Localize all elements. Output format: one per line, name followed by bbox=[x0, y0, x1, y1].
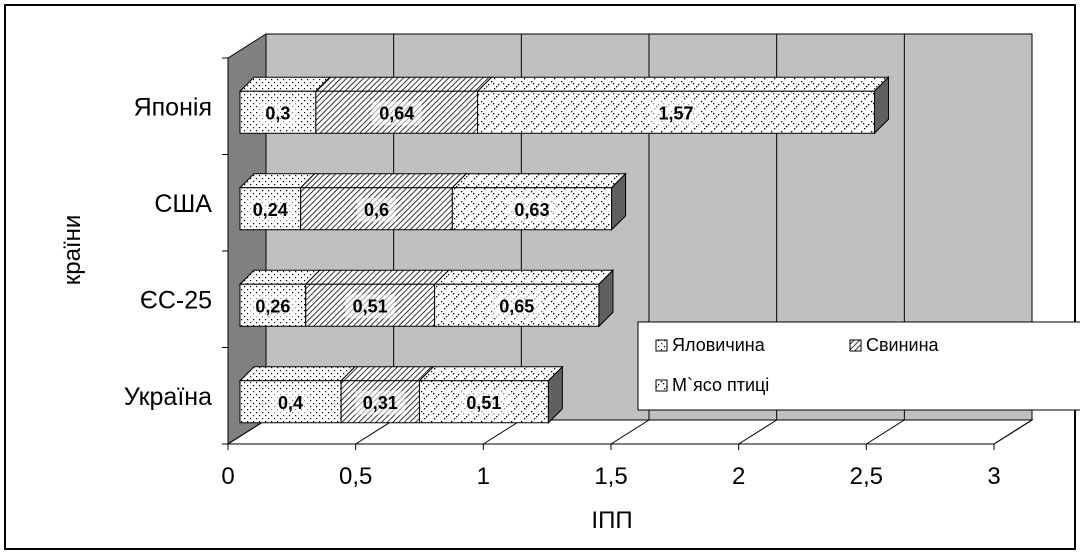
x-tick-label: 3 bbox=[987, 463, 1000, 490]
x-tick-label: 2,5 bbox=[850, 463, 883, 490]
bar-top bbox=[451, 173, 627, 189]
data-label: 0,63 bbox=[514, 200, 549, 220]
data-label: 0,4 bbox=[278, 393, 303, 413]
data-label: 0,65 bbox=[499, 296, 534, 316]
data-label: 0,6 bbox=[364, 200, 389, 220]
bar-top bbox=[299, 173, 468, 189]
data-label: 0,3 bbox=[265, 103, 290, 123]
bar-side bbox=[547, 365, 563, 424]
legend-swatch bbox=[655, 339, 668, 352]
floor-gridline bbox=[355, 419, 394, 445]
x-tick-label: 1,5 bbox=[594, 463, 627, 490]
bar-side bbox=[611, 172, 627, 231]
data-label-bg bbox=[458, 390, 509, 415]
floor-gridline bbox=[866, 419, 905, 445]
category-label: Японія bbox=[134, 93, 212, 121]
data-label: 0,24 bbox=[253, 200, 288, 220]
bar-top bbox=[238, 76, 332, 92]
bar-side bbox=[873, 76, 889, 135]
legend-label: Свинина bbox=[866, 335, 940, 355]
x-tick-label: 0 bbox=[221, 463, 234, 490]
floor-gridline bbox=[993, 419, 1033, 445]
category-label: Україна bbox=[124, 383, 212, 411]
data-label-bg bbox=[247, 294, 298, 319]
legend-label: Яловичина bbox=[672, 335, 766, 355]
data-label-bg bbox=[258, 101, 298, 126]
data-label-bg bbox=[271, 390, 311, 415]
floor-gridline bbox=[610, 419, 650, 445]
data-label-bg bbox=[345, 294, 396, 319]
data-label: 0,51 bbox=[353, 296, 388, 316]
data-label: 1,57 bbox=[659, 103, 694, 123]
data-label-bg bbox=[245, 197, 296, 222]
bar-top bbox=[314, 76, 493, 92]
floor-gridline bbox=[227, 419, 267, 445]
x-axis-title: ІПП bbox=[591, 507, 632, 534]
x-tick-label: 1 bbox=[477, 463, 490, 490]
legend-swatch bbox=[849, 339, 862, 352]
bar-top bbox=[433, 269, 615, 285]
data-label-bg bbox=[357, 197, 397, 222]
floor-gridline bbox=[738, 419, 777, 445]
bar-side bbox=[598, 269, 614, 328]
x-tick-label: 0,5 bbox=[339, 463, 372, 490]
category-label: ЄС-25 bbox=[140, 286, 212, 314]
legend-label: М`ясо птиці bbox=[672, 375, 769, 395]
data-label: 0,26 bbox=[255, 296, 290, 316]
floor-gridline bbox=[483, 419, 522, 445]
data-label-bg bbox=[491, 294, 542, 319]
bar-top bbox=[476, 76, 890, 92]
bar-top bbox=[418, 366, 564, 382]
data-label-bg bbox=[355, 390, 406, 415]
legend-swatch bbox=[655, 379, 668, 392]
data-label-bg bbox=[371, 101, 422, 126]
y-axis-title: країни bbox=[59, 215, 86, 286]
data-label: 0,31 bbox=[363, 393, 398, 413]
data-label-bg bbox=[651, 101, 702, 126]
x-tick-label: 2 bbox=[732, 463, 745, 490]
bar-top bbox=[339, 366, 435, 382]
data-label: 0,51 bbox=[466, 393, 501, 413]
bar-top bbox=[238, 366, 357, 382]
category-label: США bbox=[154, 190, 212, 218]
legend-box bbox=[637, 321, 1080, 411]
data-label-bg bbox=[506, 197, 557, 222]
data-label: 0,64 bbox=[379, 103, 414, 123]
bar-top bbox=[304, 269, 450, 285]
